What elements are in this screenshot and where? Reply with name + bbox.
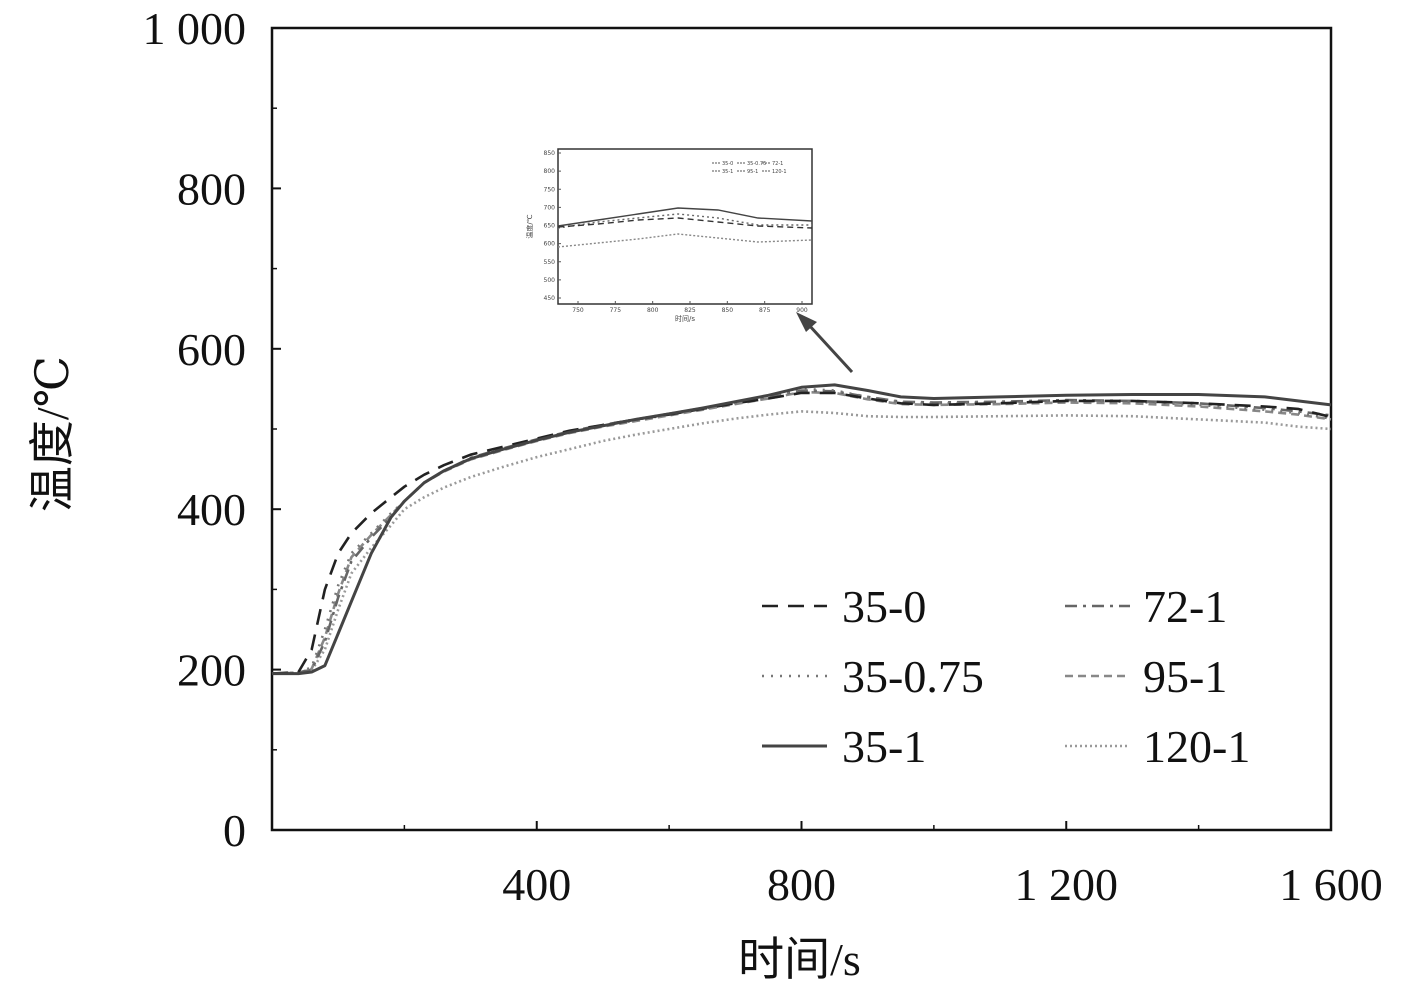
arrow-line (806, 322, 854, 374)
legend-label-95-1: 95-1 (1143, 651, 1227, 702)
inset-y-tick-label: 850 (544, 150, 556, 157)
inset-series-line-35-1 (557, 207, 813, 227)
legend-label-120-1: 120-1 (1143, 721, 1250, 772)
x-tick-label: 400 (502, 859, 571, 910)
legend-label-35-0: 35-0 (842, 581, 926, 632)
inset-y-tick-label: 650 (544, 223, 556, 230)
x-tick-label: 1 600 (1279, 859, 1383, 910)
legend-label-35-0.75: 35-0.75 (842, 651, 984, 702)
legend-group: 35-0 35-0.75 35-1 72-1 95-1 120-1 (762, 581, 1250, 772)
inset-legend-label: 35-1 (722, 169, 733, 175)
inset-y-axis-title: 温度/℃ (525, 214, 534, 238)
inset-y-tick-label: 700 (544, 204, 556, 211)
x-tick-label: 1 200 (1015, 859, 1119, 910)
inset-x-tick-label: 850 (722, 307, 734, 314)
series-line-120-1 (271, 410, 1332, 675)
inset-x-tick-label: 750 (572, 307, 584, 314)
inset-y-tick-label: 500 (544, 277, 556, 284)
inset-x-tick-label: 900 (796, 307, 808, 314)
arrow-head (796, 312, 817, 332)
inset-y-tick-label: 750 (544, 186, 556, 193)
inset-x-tick-label: 800 (647, 307, 659, 314)
inset-series-line-35-0.75 (557, 213, 812, 229)
inset-y-tick-label: 550 (544, 259, 556, 266)
inset-legend-label: 72-1 (772, 161, 783, 167)
series-line-95-1 (271, 390, 1332, 675)
inset-legend-label: 35-0 (722, 161, 733, 167)
x-tick-label: 800 (767, 859, 836, 910)
y-tick-label: 400 (177, 484, 246, 535)
inset-x-tick-label: 875 (759, 307, 771, 314)
inset-x-tick-label: 775 (610, 307, 622, 314)
legend-label-35-1: 35-1 (842, 721, 926, 772)
inset-group: 750 775 800 825 850 875 900 850 800 750 700 650 600 5… (525, 148, 854, 374)
inset-legend-label: 35-0.75 (747, 161, 766, 167)
y-tick-label: 0 (223, 805, 246, 856)
series-line-35-1 (272, 383, 1332, 676)
legend-label-72-1: 72-1 (1143, 581, 1227, 632)
inset-series-line-35-0 (557, 217, 813, 229)
series-line-72-1 (271, 389, 1332, 675)
series-line-35-0 (271, 391, 1332, 675)
inset-y-tick-label: 600 (544, 241, 556, 248)
inset-y-tick-label: 450 (544, 295, 556, 302)
y-tick-label: 800 (177, 163, 246, 214)
y-tick-label: 200 (177, 645, 246, 696)
axes-group: 0 200 400 600 800 1 000 400 800 1 200 1 600 时间/s 温度… (27, 3, 1383, 985)
inset-x-tick-label: 825 (684, 307, 696, 314)
inset-legend-label: 95-1 (747, 169, 758, 175)
inset-x-axis-title: 时间/s (675, 314, 695, 323)
inset-legend-label: 120-1 (772, 169, 787, 175)
inset-series-line-120-1 (557, 233, 813, 248)
x-axis-title: 时间/s (738, 934, 861, 985)
y-tick-label: 1 000 (143, 3, 247, 54)
y-axis-title: 温度/℃ (27, 356, 78, 512)
series-group (271, 383, 1332, 676)
y-tick-label: 600 (177, 324, 246, 375)
inset-y-tick-label: 800 (544, 168, 556, 175)
